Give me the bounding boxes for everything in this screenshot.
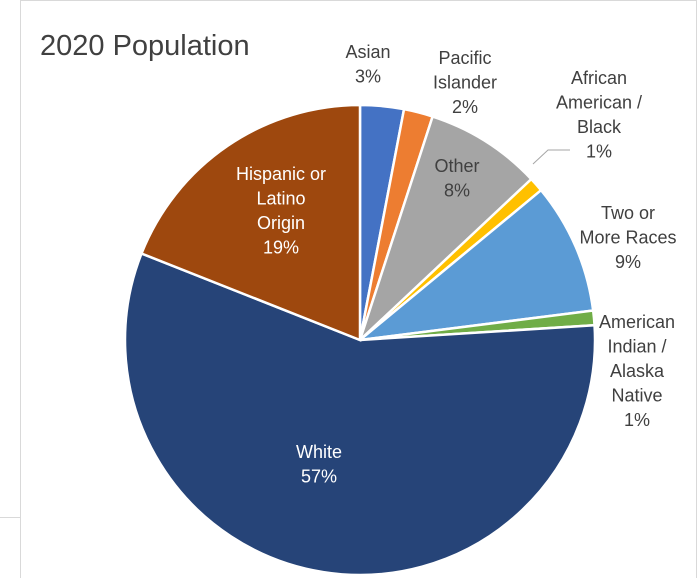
data-label-asian: Asian 3%: [345, 42, 390, 87]
data-label-hispanic-or-latino-origin: Hispanic or Latino Origin 19%: [236, 164, 326, 258]
chart-border-left: [20, 0, 21, 578]
data-label-african-american-black: African American / Black 1%: [556, 68, 642, 162]
pie-slice-other: [358, 114, 534, 341]
chart-border-stub: [0, 517, 20, 518]
pie-slice-white: [123, 251, 597, 577]
data-label-american-indian-alaska-native: American Indian / Alaska Native 1%: [599, 312, 675, 430]
data-label-white: White 57%: [296, 442, 342, 487]
leader-line: [532, 149, 570, 165]
chart-title: 2020 Population: [40, 30, 250, 62]
chart-border-top: [20, 0, 696, 1]
data-label-pacific-islander: Pacific Islander 2%: [433, 48, 497, 117]
data-label-two-or-more-races: Two or More Races 9%: [579, 203, 676, 272]
pie-slice-hispanic-or-latino-origin: [139, 103, 362, 342]
data-label-other: Other 8%: [434, 156, 479, 201]
pie-slice-two-or-more-races: [355, 188, 595, 342]
